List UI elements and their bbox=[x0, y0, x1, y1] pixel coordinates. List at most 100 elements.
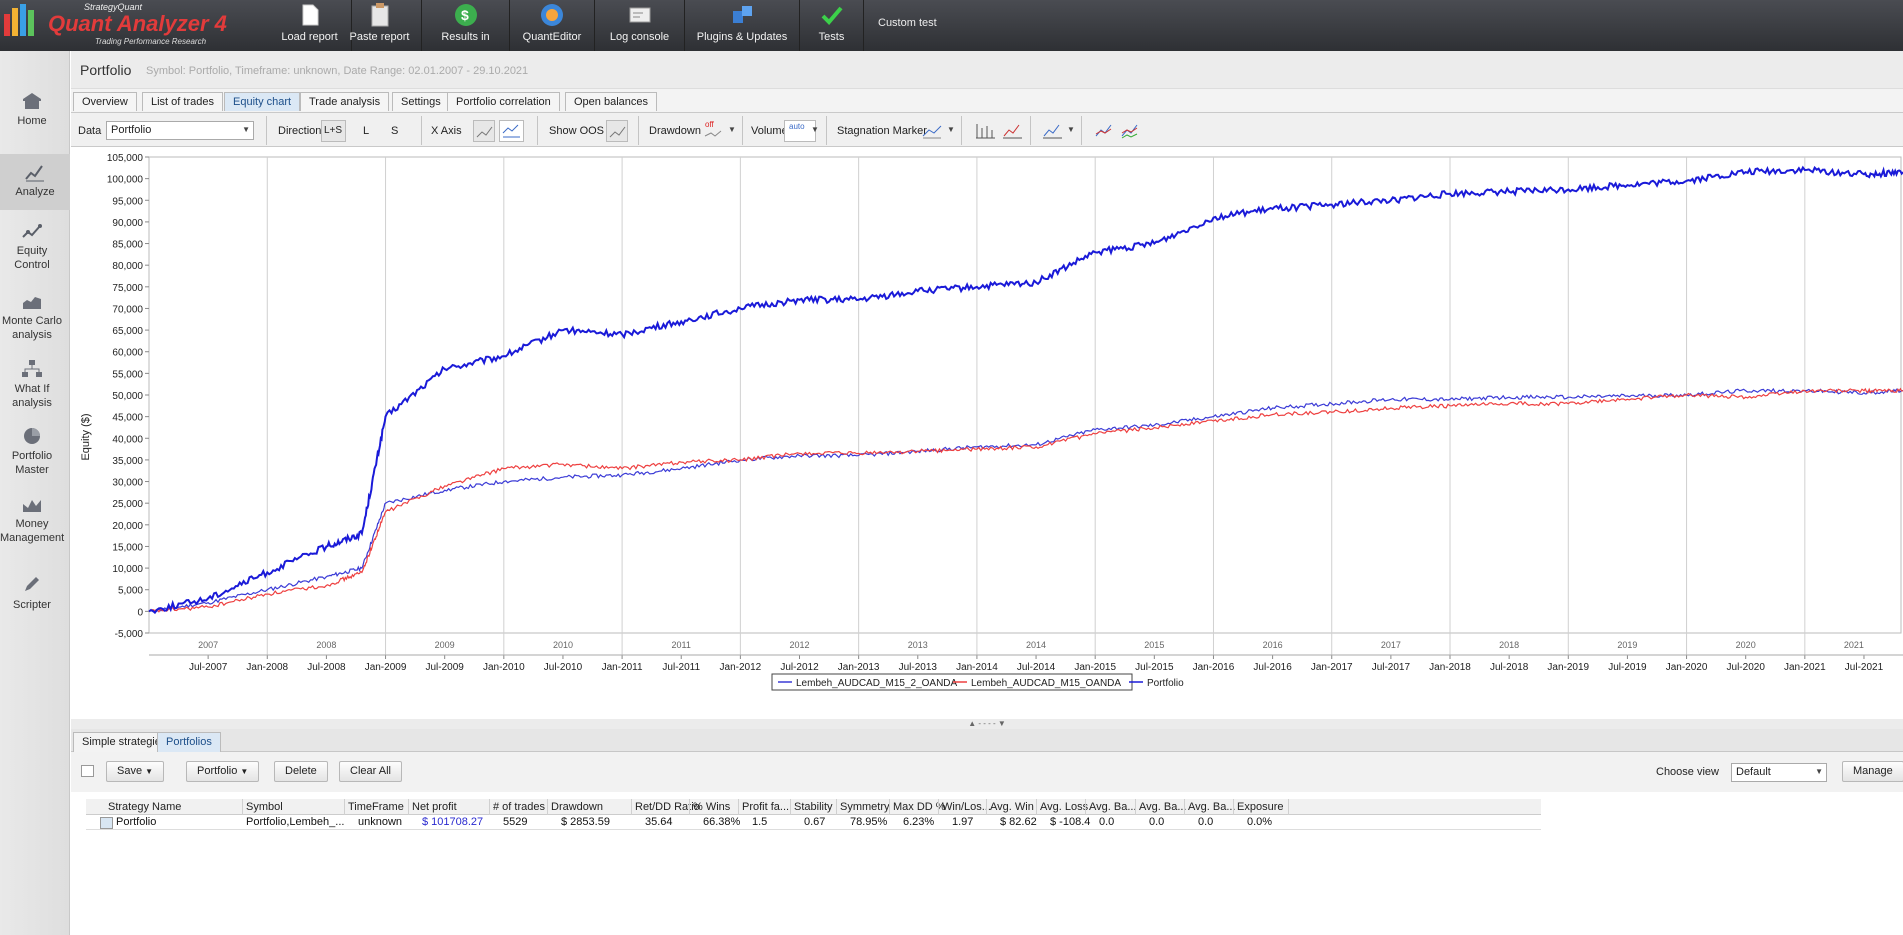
stagnation-dropdown-icon[interactable]: ▼ bbox=[947, 125, 955, 134]
manage-button[interactable]: Manage bbox=[1842, 761, 1903, 782]
tab-simple-strategies[interactable]: Simple strategies bbox=[73, 732, 176, 752]
chart-type-icon bbox=[1043, 124, 1062, 139]
stagnation-toggle[interactable] bbox=[921, 122, 943, 140]
chart-style-line-button[interactable] bbox=[1001, 122, 1023, 140]
panel-splitter[interactable]: ▲ - - - - ▼ bbox=[71, 719, 1903, 729]
column-header[interactable]: Symmetry bbox=[840, 801, 890, 813]
column-header[interactable]: Exposure bbox=[1237, 801, 1284, 813]
direction-long-toggle[interactable]: L bbox=[363, 125, 370, 137]
series-lines bbox=[148, 165, 1903, 615]
globe-icon bbox=[540, 3, 564, 27]
column-divider bbox=[938, 799, 939, 815]
column-header[interactable]: Profit fa... bbox=[742, 801, 790, 813]
series-line-Portfolio bbox=[148, 165, 1903, 615]
save-button[interactable]: Save ▼ bbox=[106, 761, 165, 782]
clear-all-button[interactable]: Clear All bbox=[339, 761, 402, 782]
plugins-updates-button[interactable]: Plugins & Updates bbox=[685, 0, 800, 51]
sidebar-item-equity-control[interactable]: Equity Control bbox=[0, 221, 64, 272]
load-report-button[interactable]: Load report bbox=[268, 0, 352, 51]
column-header[interactable]: Avg. Ba... bbox=[1089, 801, 1137, 813]
column-header[interactable]: TimeFrame bbox=[348, 801, 404, 813]
column-header[interactable]: Win/Los... bbox=[942, 801, 991, 813]
tab-equity-chart[interactable]: Equity chart bbox=[224, 92, 301, 111]
xaxis-time-toggle[interactable] bbox=[499, 120, 524, 142]
show-oos-toggle[interactable] bbox=[606, 120, 628, 142]
x-month-label: Jan-2016 bbox=[1193, 662, 1235, 673]
sidebar-item-what-if[interactable]: What If analysis bbox=[0, 359, 64, 410]
x-month-label: Jul-2021 bbox=[1845, 662, 1884, 673]
volume-toggle[interactable]: auto bbox=[784, 120, 816, 142]
column-divider bbox=[1085, 799, 1086, 815]
tab-trade-analysis[interactable]: Trade analysis bbox=[300, 92, 390, 111]
table-row[interactable]: Portfolio Portfolio,Lembeh_... unknown $ 10… bbox=[86, 815, 1541, 830]
chart-type-button[interactable] bbox=[1041, 122, 1063, 140]
xaxis-label: X Axis bbox=[431, 125, 462, 137]
quanteditor-button[interactable]: QuantEditor bbox=[510, 0, 595, 51]
column-divider bbox=[889, 799, 890, 815]
data-select[interactable]: Portfolio ▼ bbox=[106, 121, 254, 140]
y-tick-label: 15,000 bbox=[112, 542, 143, 553]
column-header[interactable]: Avg. Win bbox=[990, 801, 1034, 813]
y-tick-label: -5,000 bbox=[115, 629, 144, 640]
x-year-label: 2015 bbox=[1144, 640, 1164, 650]
sidebar-item-label: Equity Control bbox=[14, 245, 50, 271]
volume-dropdown-icon[interactable]: ▼ bbox=[811, 125, 819, 134]
tab-settings[interactable]: Settings bbox=[392, 92, 450, 111]
chart-type-dropdown-icon[interactable]: ▼ bbox=[1067, 125, 1075, 134]
drawdown-toggle[interactable]: off bbox=[703, 120, 725, 140]
view-select[interactable]: Default ▼ bbox=[1731, 763, 1827, 782]
tab-portfolio-correlation[interactable]: Portfolio correlation bbox=[447, 92, 560, 111]
direction-short-toggle[interactable]: S bbox=[391, 125, 399, 137]
column-header[interactable]: Max DD % bbox=[893, 801, 946, 813]
tab-open-balances[interactable]: Open balances bbox=[565, 92, 657, 111]
divider bbox=[638, 116, 639, 145]
y-tick-label: 55,000 bbox=[112, 369, 143, 380]
log-console-button[interactable]: Log console bbox=[595, 0, 685, 51]
row-checkbox[interactable] bbox=[100, 817, 113, 829]
sidebar-item-scripter[interactable]: Scripter bbox=[0, 575, 64, 612]
x-year-label: 2017 bbox=[1381, 640, 1401, 650]
sidebar-item-money-management[interactable]: Money Management bbox=[0, 494, 64, 545]
select-all-checkbox[interactable] bbox=[81, 765, 94, 777]
sidebar-item-monte-carlo[interactable]: Monte Carlo analysis bbox=[0, 291, 64, 342]
column-header[interactable]: Stability bbox=[794, 801, 833, 813]
custom-test-button[interactable]: Custom test bbox=[878, 17, 937, 29]
sidebar-item-portfolio-master[interactable]: Portfolio Master bbox=[0, 426, 64, 477]
results-in-button[interactable]: $ Results in bbox=[422, 0, 510, 51]
x-year-label: 2008 bbox=[316, 640, 336, 650]
column-header[interactable]: Net profit bbox=[412, 801, 457, 813]
table-cell: 1.97 bbox=[952, 816, 974, 828]
drawdown-dropdown-icon[interactable]: ▼ bbox=[728, 125, 736, 134]
divider bbox=[742, 116, 743, 145]
direction-both-toggle[interactable]: L+S bbox=[321, 120, 346, 142]
tab-overview[interactable]: Overview bbox=[73, 92, 137, 111]
x-year-label: 2007 bbox=[198, 640, 218, 650]
column-header[interactable]: Ret/DD Ratio bbox=[635, 801, 700, 813]
column-header[interactable]: Strategy Name bbox=[108, 801, 182, 813]
x-month-label: Jul-2010 bbox=[544, 662, 583, 673]
column-header[interactable]: Avg. Ba... bbox=[1188, 801, 1236, 813]
chart-style-bars-button[interactable] bbox=[974, 122, 996, 140]
xaxis-trades-toggle[interactable] bbox=[473, 120, 495, 142]
tab-portfolios[interactable]: Portfolios bbox=[157, 732, 221, 752]
column-header[interactable]: # of trades bbox=[493, 801, 545, 813]
column-header[interactable]: Avg. Ba... bbox=[1139, 801, 1187, 813]
sidebar-item-label: Scripter bbox=[13, 599, 51, 611]
sidebar-item-label: What If analysis bbox=[12, 383, 52, 409]
tests-button[interactable]: Tests bbox=[800, 0, 864, 51]
paste-report-button[interactable]: Paste report bbox=[338, 0, 422, 51]
sidebar-item-analyze[interactable]: Analyze bbox=[0, 154, 70, 210]
column-header[interactable]: Symbol bbox=[246, 801, 283, 813]
portfolio-menu-button[interactable]: Portfolio ▼ bbox=[186, 761, 260, 782]
table-cell: $ 2853.59 bbox=[561, 816, 610, 828]
delete-button[interactable]: Delete bbox=[274, 761, 328, 782]
choose-view-label: Choose view bbox=[1656, 766, 1719, 778]
multi-series-button[interactable] bbox=[1119, 122, 1141, 140]
drawdown-label: Drawdown bbox=[649, 125, 701, 137]
sidebar-item-home[interactable]: Home bbox=[0, 91, 64, 128]
column-header[interactable]: Drawdown bbox=[551, 801, 603, 813]
column-header[interactable]: Avg. Loss bbox=[1040, 801, 1089, 813]
column-header[interactable]: % Wins bbox=[693, 801, 731, 813]
compare-strategies-button[interactable] bbox=[1093, 122, 1115, 140]
tab-list-of-trades[interactable]: List of trades bbox=[142, 92, 223, 111]
